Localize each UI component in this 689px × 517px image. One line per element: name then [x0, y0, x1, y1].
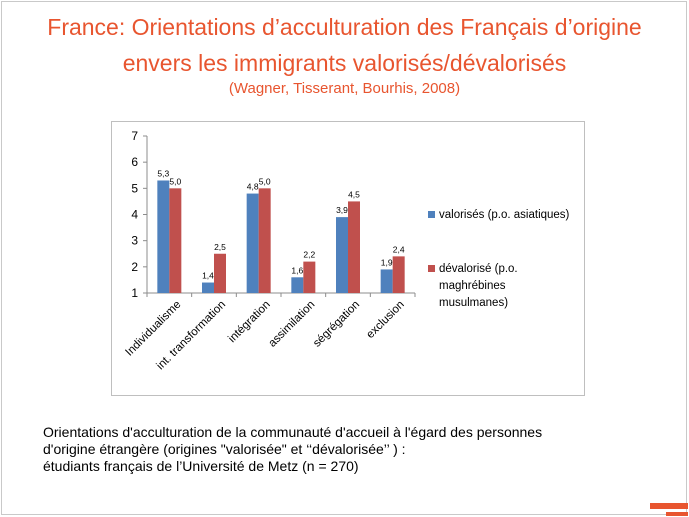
legend-label-valorises: valorisés (p.o. asiatiques): [439, 209, 570, 221]
y-tick-label: 3: [131, 234, 138, 248]
data-label: 3,9: [336, 205, 348, 215]
bar-valorises: [291, 277, 304, 293]
data-label: 1,4: [202, 271, 214, 281]
caption-line: étudiants français de l’Université de Me…: [43, 458, 359, 474]
legend-label-devalorise: musulmanes): [439, 297, 508, 309]
bar-devalorise: [303, 261, 316, 293]
chart-box: 1 2 3 4 5 6 7 5,3 5,0 Individualisme 1,4 2,5 int. tr…: [111, 121, 585, 396]
y-tick-label: 6: [131, 155, 138, 169]
corner-decoration-bar-1: [650, 503, 688, 509]
slide-source: (Wagner, Tisserant, Bourhis, 2008): [228, 80, 461, 97]
caption-line: d'origine étrangère (origines "valorisée…: [43, 441, 406, 457]
bar-valorises: [202, 282, 214, 293]
data-label: 4,8: [247, 182, 259, 192]
corner-decoration-bar-2: [666, 512, 688, 516]
bar-devalorise: [258, 188, 271, 293]
y-tick-label: 5: [131, 181, 138, 195]
data-label: 1,9: [381, 257, 393, 267]
caption-line: Orientations d'acculturation de la commu…: [43, 424, 543, 440]
bar-valorises: [246, 193, 259, 293]
bar-valorises: [157, 180, 170, 293]
bar-devalorise: [392, 256, 405, 293]
bar-valorises: [380, 269, 393, 293]
legend-label-devalorise: dévalorisé (p.o.: [439, 263, 518, 275]
category-label: intégration: [226, 299, 272, 345]
slide-title-line1: France: Orientations d’acculturation des…: [47, 14, 642, 40]
category-label: assimilation: [266, 299, 317, 350]
data-label: 5,0: [169, 176, 181, 186]
y-tick-label: 2: [131, 260, 138, 274]
data-label: 4,5: [348, 189, 360, 199]
legend-label-devalorise: maghrébines: [439, 280, 506, 292]
data-label: 1,6: [291, 265, 303, 275]
y-tick-label: 7: [131, 129, 138, 143]
data-label: 2,5: [214, 242, 226, 252]
bar-devalorise: [169, 188, 182, 293]
y-tick-label: 4: [131, 208, 138, 222]
bar-devalorise: [214, 253, 226, 293]
data-label: 2,4: [393, 244, 405, 254]
data-label: 2,2: [303, 250, 315, 260]
caption: Orientations d'acculturation de la commu…: [43, 424, 663, 475]
category-label: ségrégation: [311, 299, 362, 350]
bar-valorises: [336, 217, 348, 293]
category-label: exclusion: [364, 299, 406, 341]
data-label: 5,0: [259, 176, 271, 186]
slide-title-line2: envers les immigrants valorisés/dévalori…: [122, 50, 567, 76]
data-label: 5,3: [157, 168, 169, 178]
bar-devalorise: [348, 201, 360, 293]
y-tick-label: 1: [131, 286, 138, 300]
legend-swatch-valorises: [428, 211, 435, 218]
legend-swatch-devalorise: [428, 265, 435, 272]
